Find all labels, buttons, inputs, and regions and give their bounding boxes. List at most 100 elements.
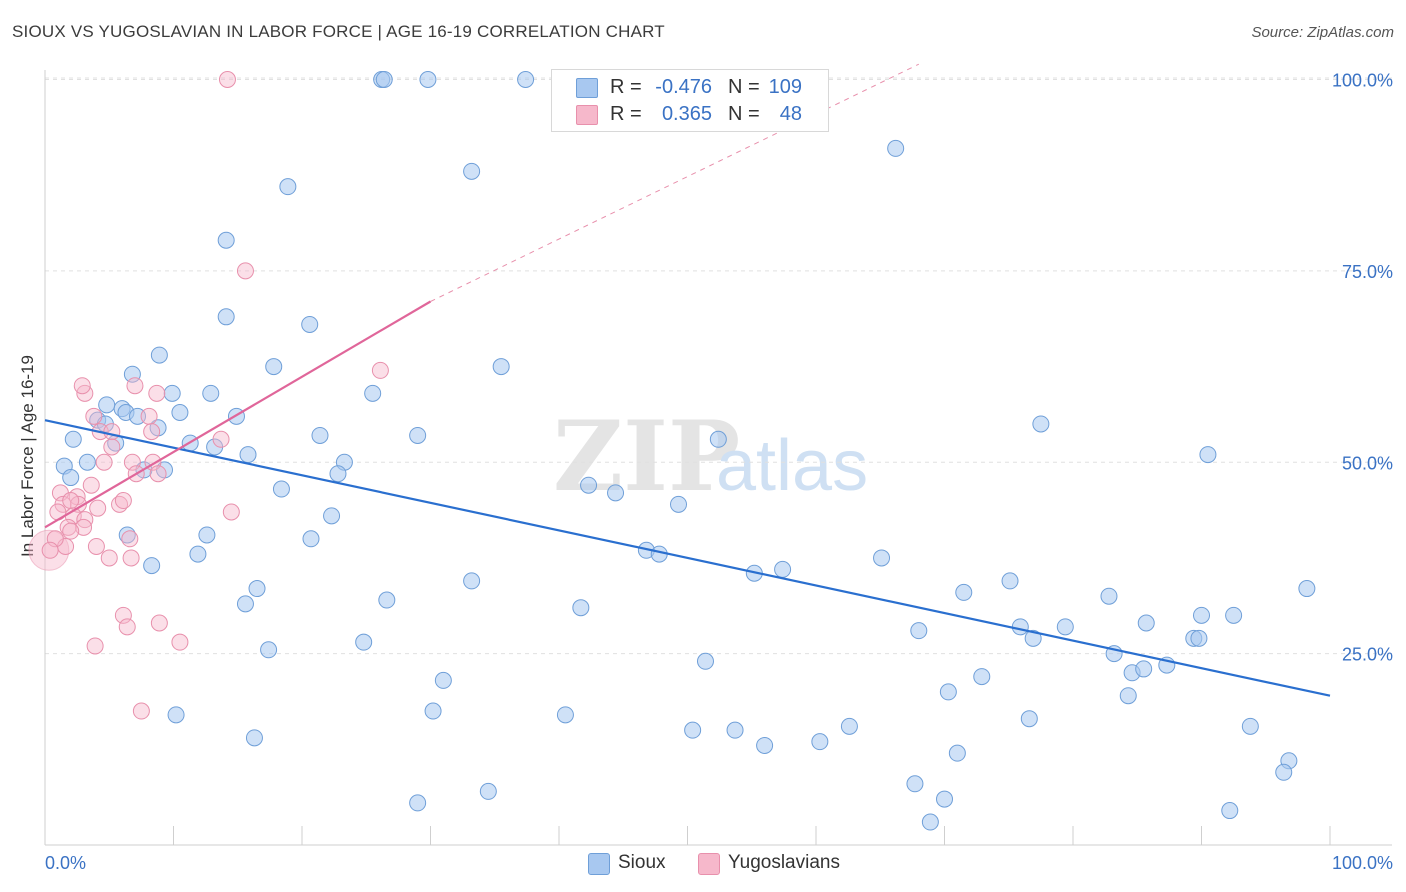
y-tick-label: 25.0%: [1342, 645, 1393, 665]
yugoslavians-point: [82, 476, 100, 494]
yugoslavians-point: [371, 361, 389, 379]
r-value: -0.476: [655, 76, 712, 98]
yugoslavians-point: [150, 614, 168, 632]
yugoslavians-swatch: [576, 105, 598, 125]
y-tick-label: 50.0%: [1342, 453, 1393, 473]
sioux-point: [696, 652, 714, 670]
sioux-point: [301, 315, 319, 333]
yugoslavians-point: [95, 453, 113, 471]
sioux-point: [265, 358, 283, 376]
yugoslavians-point: [148, 384, 166, 402]
sioux-point: [1032, 415, 1050, 433]
sioux-point: [78, 453, 96, 471]
sioux-point: [189, 545, 207, 563]
r-label: R =: [610, 103, 642, 125]
r-value: 0.365: [661, 103, 712, 125]
sioux-point: [517, 71, 535, 88]
yugoslavians-swatch: [698, 853, 720, 875]
sioux-point: [955, 583, 973, 601]
sioux-point: [1020, 710, 1038, 728]
sioux-point: [873, 549, 891, 567]
sioux-point: [323, 507, 341, 525]
yugoslavians-point: [126, 377, 144, 395]
sioux-point: [948, 744, 966, 762]
sioux-point: [329, 465, 347, 483]
sioux-point: [1298, 580, 1316, 598]
sioux-point: [840, 717, 858, 735]
yugoslavians-point: [41, 541, 59, 559]
sioux-point: [378, 591, 396, 609]
sioux-point: [409, 794, 427, 812]
sioux-swatch: [576, 78, 598, 98]
sioux-point: [1001, 572, 1019, 590]
yugoslavians-trendline-extension: [430, 63, 920, 302]
n-value: 109: [768, 76, 802, 98]
sioux-point: [580, 476, 598, 494]
sioux-point: [434, 671, 452, 689]
sioux-point: [939, 683, 957, 701]
sioux-point: [973, 668, 991, 686]
sioux-point: [1137, 614, 1155, 632]
sioux-point: [1119, 687, 1137, 705]
n-label: N =: [728, 76, 760, 98]
sioux-point: [572, 599, 590, 617]
sioux-point: [129, 407, 147, 425]
yugoslavians-point: [87, 537, 105, 555]
sioux-point: [171, 403, 189, 421]
y-tick-label: 75.0%: [1342, 262, 1393, 282]
sioux-point: [1024, 629, 1042, 647]
sioux-point: [463, 572, 481, 590]
yugoslavians-point: [73, 377, 91, 395]
yugoslavians-point: [62, 492, 80, 510]
sioux-point: [1225, 606, 1243, 624]
yugoslavians-point: [103, 423, 121, 441]
yugoslavians-point: [103, 438, 121, 456]
sioux-point: [62, 469, 80, 487]
sioux-point: [279, 178, 297, 196]
legend-row-sioux: R = -0.476 N = 109: [552, 74, 828, 100]
x-tick-label: 0.0%: [45, 853, 86, 873]
sioux-point: [1190, 629, 1208, 647]
sioux-point: [906, 775, 924, 793]
sioux-point: [419, 71, 437, 88]
sioux-point: [248, 580, 266, 598]
sioux-point: [364, 384, 382, 402]
sioux-point: [492, 358, 510, 376]
sioux-point: [302, 530, 320, 548]
sioux-point: [811, 733, 829, 751]
yugoslavians-point: [218, 71, 236, 88]
sioux-point: [375, 71, 393, 88]
sioux-point: [670, 495, 688, 513]
sioux-point: [236, 595, 254, 613]
yugoslavians-point: [85, 407, 103, 425]
yugoslavians-point: [222, 503, 240, 521]
yugoslavians-point: [62, 522, 80, 540]
watermark-zip: ZIP: [553, 400, 740, 513]
correlation-legend: R = -0.476 N = 109 R = 0.365 N = 48: [551, 69, 829, 132]
sioux-point: [163, 384, 181, 402]
sioux-point: [709, 430, 727, 448]
yugoslavians-point: [236, 262, 254, 280]
sioux-point: [684, 721, 702, 739]
sioux-point: [1199, 446, 1217, 464]
sioux-point: [726, 721, 744, 739]
legend-row-yugoslavians: R = 0.365 N = 48: [552, 101, 828, 127]
yugoslavians-point: [100, 549, 118, 567]
sioux-point: [167, 706, 185, 724]
yugoslavians-point: [171, 633, 189, 651]
sioux-point: [556, 706, 574, 724]
yugoslavians-point: [89, 499, 107, 517]
yugoslavians-point: [123, 453, 141, 471]
sioux-point: [479, 782, 497, 800]
sioux-point: [1100, 587, 1118, 605]
yugoslavians-point: [140, 407, 158, 425]
sioux-point: [1275, 763, 1293, 781]
sioux-point: [217, 231, 235, 249]
chart-title: SIOUX VS YUGOSLAVIAN IN LABOR FORCE | AG…: [12, 22, 665, 41]
yugoslavians-point: [121, 530, 139, 548]
yugoslavians-point: [132, 702, 150, 720]
sioux-point: [910, 622, 928, 640]
sioux-point: [756, 736, 774, 754]
sioux-point: [463, 162, 481, 180]
